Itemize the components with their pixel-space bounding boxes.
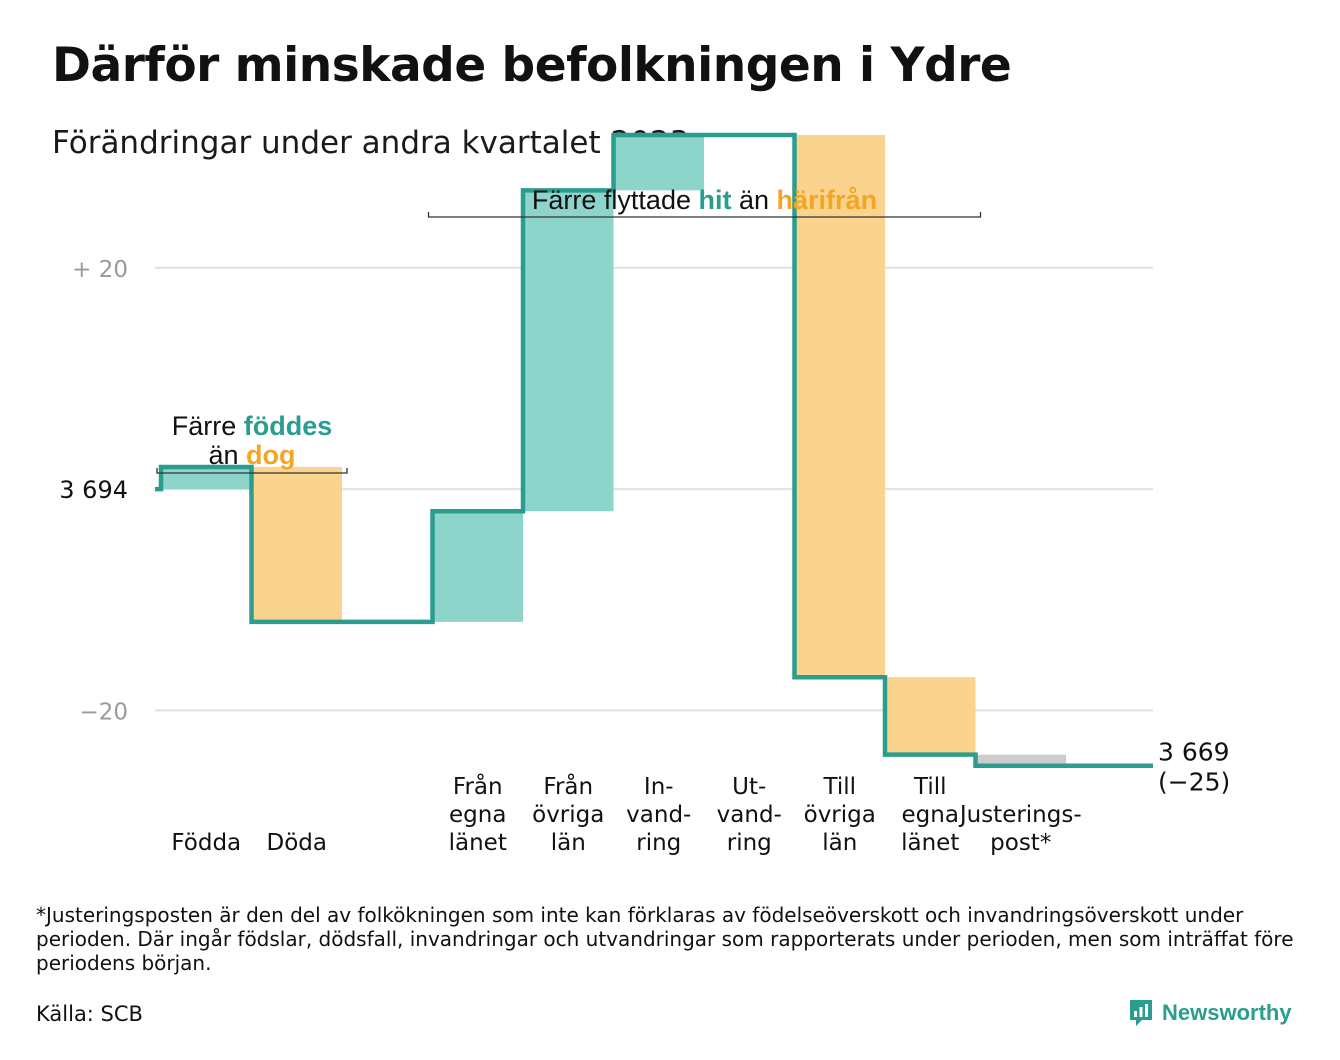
annotation-bracket xyxy=(156,468,348,474)
annotation-text-part: föddes xyxy=(244,411,333,441)
annotation-text-part: hit xyxy=(698,185,731,215)
category-label: vand- xyxy=(717,802,782,828)
newsworthy-logo-icon xyxy=(1130,1000,1152,1026)
category-label: län xyxy=(551,830,586,856)
category-label: länet xyxy=(901,830,959,856)
annotation-line: Färre flyttade hit än härifrån xyxy=(532,185,877,215)
chart-subtitle: Förändringar under andra kvartalet 2023 xyxy=(52,125,690,161)
category-label: In- xyxy=(644,774,674,800)
annotation-line: Färre föddes xyxy=(172,411,333,441)
category-label: övriga xyxy=(532,802,604,828)
logo-text: Newsworthy xyxy=(1162,1000,1292,1025)
annotation-text-part: än xyxy=(731,185,776,215)
annotation-text-part: än xyxy=(208,440,246,470)
category-label: Från xyxy=(453,772,503,800)
category-label: ring xyxy=(727,830,772,856)
bar-5 xyxy=(613,135,704,191)
category-label: Födda xyxy=(171,830,241,856)
category-label: post* xyxy=(990,830,1051,856)
end-change-label: (−25) xyxy=(1158,768,1230,797)
bar-9 xyxy=(975,754,1066,766)
category-label: län xyxy=(822,830,857,856)
chart-title: Därför minskade befolkningen i Ydre xyxy=(52,38,1012,93)
category-label: Ut- xyxy=(732,774,766,800)
bar-7 xyxy=(794,135,885,678)
bar-4 xyxy=(523,190,614,512)
category-label: länet xyxy=(449,830,507,856)
annotation-line: än dog xyxy=(208,440,295,470)
category-label: Till xyxy=(913,774,947,800)
annotation-text-part: dog xyxy=(246,440,295,470)
annotation-bracket xyxy=(427,212,982,218)
category-label: egna xyxy=(902,802,959,828)
category-label: ring xyxy=(636,830,681,856)
bar-0 xyxy=(161,466,252,490)
category-label: övriga xyxy=(804,802,876,828)
end-value-label: 3 669 xyxy=(1158,738,1230,767)
bar-1 xyxy=(251,466,342,622)
annotation-text-part: Färre xyxy=(172,411,244,441)
category-label: vand- xyxy=(626,802,691,828)
category-label: Från xyxy=(543,772,593,800)
category-label: Döda xyxy=(267,830,327,856)
y-tick-label: + 20 xyxy=(72,257,128,283)
bar-8 xyxy=(885,677,976,755)
annotation-text-part: härifrån xyxy=(777,185,878,215)
category-label: Justerings- xyxy=(958,802,1082,828)
category-label: egna xyxy=(449,802,506,828)
bar-3 xyxy=(432,511,523,622)
start-value-label: 3 694 xyxy=(59,476,128,504)
cumulative-step-line xyxy=(155,132,1153,768)
source-note: Källa: SCB xyxy=(36,1002,143,1026)
newsworthy-logo: Newsworthy xyxy=(1128,998,1292,1028)
category-label: Till xyxy=(822,774,856,800)
footnote: *Justeringsposten är den del av folkökni… xyxy=(36,903,1294,975)
y-tick-label: −20 xyxy=(79,699,128,725)
annotation-text-part: Färre flyttade xyxy=(532,185,699,215)
